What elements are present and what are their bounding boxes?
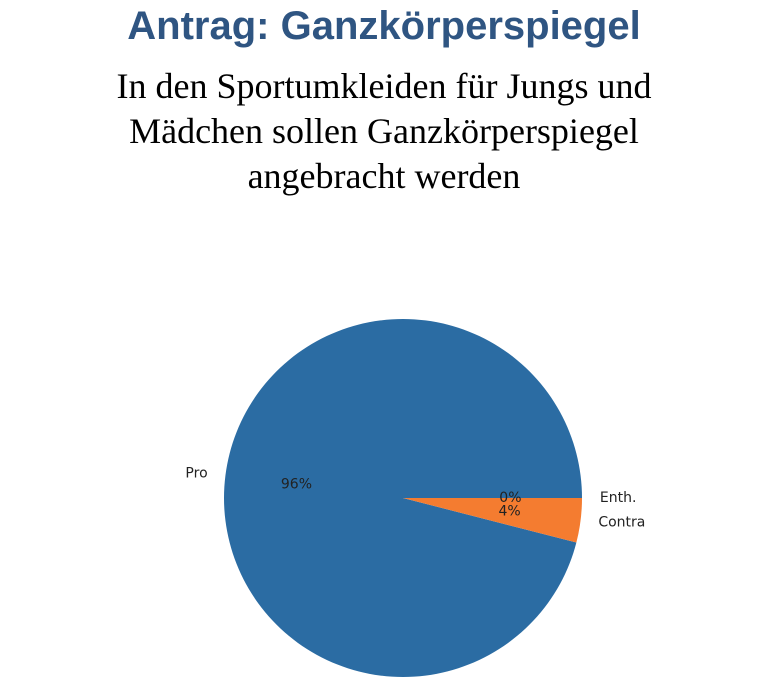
- value-label: 96%: [281, 477, 312, 493]
- chart-title: Antrag: Ganzkörperspiegel: [127, 4, 641, 48]
- chart-subtitle: In den Sportumkleiden für Jungs und Mädc…: [116, 66, 652, 196]
- slice-label: Enth.: [600, 490, 637, 506]
- value-label: 0%: [499, 490, 521, 506]
- slice-label: Pro: [185, 465, 207, 481]
- slice-label: Contra: [598, 515, 645, 531]
- value-label: 4%: [498, 503, 520, 519]
- pie-slice: [403, 498, 582, 543]
